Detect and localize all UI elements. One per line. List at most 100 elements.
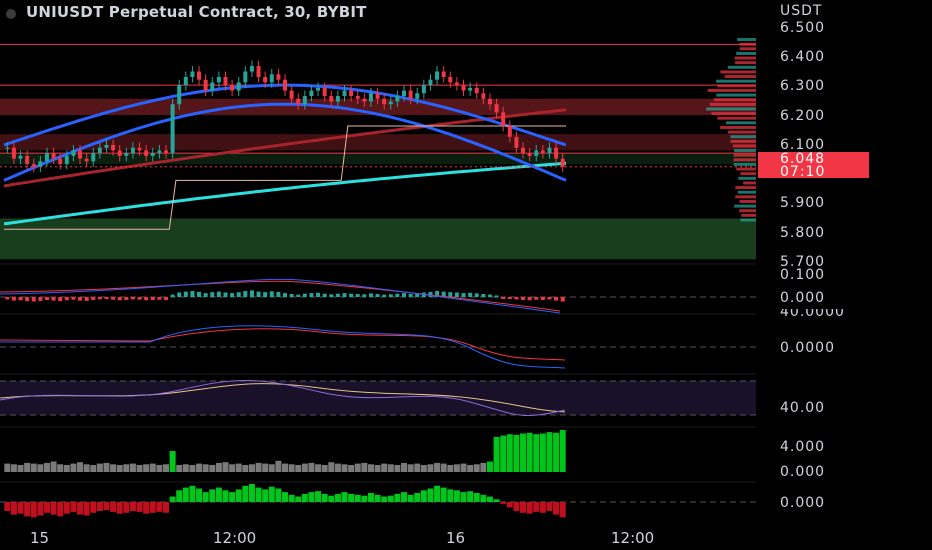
macd-bar: [151, 297, 155, 300]
volume-bar: [183, 464, 189, 472]
macd-bar: [455, 293, 459, 298]
candle-body: [369, 93, 373, 101]
candle-body: [521, 148, 525, 153]
candle-body: [343, 91, 347, 96]
macd-bar: [257, 292, 261, 297]
candle-body: [296, 99, 300, 104]
hist-bar: [137, 502, 143, 512]
macd-bar: [164, 297, 168, 300]
volume-bar: [408, 464, 414, 472]
volume-bar: [150, 464, 156, 472]
hist-bar: [203, 492, 209, 502]
currency-label[interactable]: USDT: [780, 3, 822, 19]
volume-bar: [447, 465, 453, 472]
macd-bar: [250, 290, 254, 297]
candle-body: [303, 96, 307, 104]
macd-bar: [554, 297, 558, 301]
candle-body: [223, 77, 227, 85]
candle-body: [184, 77, 188, 85]
macd-bar: [290, 294, 294, 297]
volume-profile-bar: [714, 98, 756, 101]
hist-bar: [77, 502, 83, 515]
candle-body: [356, 96, 360, 99]
macd-bar: [32, 297, 36, 302]
candle-body: [442, 72, 446, 77]
hist-bar: [282, 492, 288, 502]
hist-bar: [315, 491, 321, 502]
volume-bar: [361, 463, 367, 472]
macd-bar: [309, 293, 313, 297]
hist-bar: [427, 489, 433, 503]
hist-bar: [533, 502, 539, 512]
candle-body: [395, 96, 399, 101]
macd-bar: [462, 293, 466, 297]
volume-bar: [289, 464, 295, 472]
candle-body: [157, 150, 161, 153]
volume-bar: [77, 462, 83, 472]
candle-body: [111, 145, 115, 150]
volume-bar: [335, 464, 341, 472]
hist-bar: [222, 490, 228, 502]
hist-bar: [242, 486, 248, 502]
volume-bar: [375, 465, 381, 472]
last-price-tag: 6.048 07:10: [758, 152, 869, 178]
macd-bar: [171, 295, 175, 297]
volume-bar: [229, 464, 235, 472]
volume-bar: [388, 464, 394, 472]
time-axis-label: 15: [30, 529, 49, 547]
hist-bar: [474, 493, 480, 502]
hist-bar: [275, 489, 281, 503]
volume-profile-bar: [734, 205, 756, 208]
volume-bar: [461, 464, 467, 472]
macd-bar: [78, 297, 82, 301]
hist-bar: [143, 502, 149, 514]
candle-body: [462, 85, 466, 90]
volume-profile-bar: [717, 84, 756, 87]
macd-bar: [204, 293, 208, 297]
volume-bar: [11, 464, 17, 472]
candle-body: [164, 150, 168, 153]
volume-bar: [37, 464, 43, 472]
macd-bar: [362, 294, 366, 297]
candle-body: [323, 88, 327, 96]
hist-bar: [487, 497, 493, 502]
volume-bar: [249, 464, 255, 472]
macd-bar: [5, 297, 9, 299]
hist-bar: [494, 499, 500, 502]
macd-bar: [177, 293, 181, 298]
candle-body: [415, 93, 419, 98]
hist-bar: [322, 494, 328, 502]
candle-body: [514, 137, 518, 148]
hist-bar: [513, 502, 519, 511]
hist-bar: [229, 492, 235, 502]
volume-profile-bar: [731, 140, 756, 143]
chart-title[interactable]: UNIUSDT Perpetual Contract, 30, BYBIT: [26, 3, 367, 21]
macd-bar: [495, 296, 499, 298]
volume-axis-label: 4.000: [780, 439, 825, 455]
volume-profile-bar: [717, 117, 756, 120]
macd-bar: [19, 297, 23, 300]
volume-profile-bar: [740, 172, 756, 175]
hist-bar: [375, 495, 381, 502]
macd-bar: [111, 297, 115, 300]
price-axis-label: 5.900: [780, 195, 825, 211]
volume-bar: [401, 463, 407, 472]
candle-body: [25, 156, 29, 164]
volume-bar: [189, 465, 195, 472]
candle-body: [91, 153, 95, 161]
candle-body: [131, 148, 135, 153]
macd-bar: [157, 297, 161, 300]
candle-body: [316, 88, 320, 91]
volume-bar: [494, 437, 500, 472]
time-axis-label: 16: [446, 529, 465, 547]
candle-body: [217, 77, 221, 82]
hist-bar: [90, 502, 96, 513]
macd-bar: [508, 297, 512, 299]
macd-bar: [501, 297, 505, 299]
volume-bar: [454, 464, 460, 472]
hist-bar: [328, 496, 334, 502]
candle-body: [5, 148, 9, 149]
volume-bar: [540, 434, 546, 473]
candle-body: [488, 99, 492, 104]
candle-body: [508, 126, 512, 137]
